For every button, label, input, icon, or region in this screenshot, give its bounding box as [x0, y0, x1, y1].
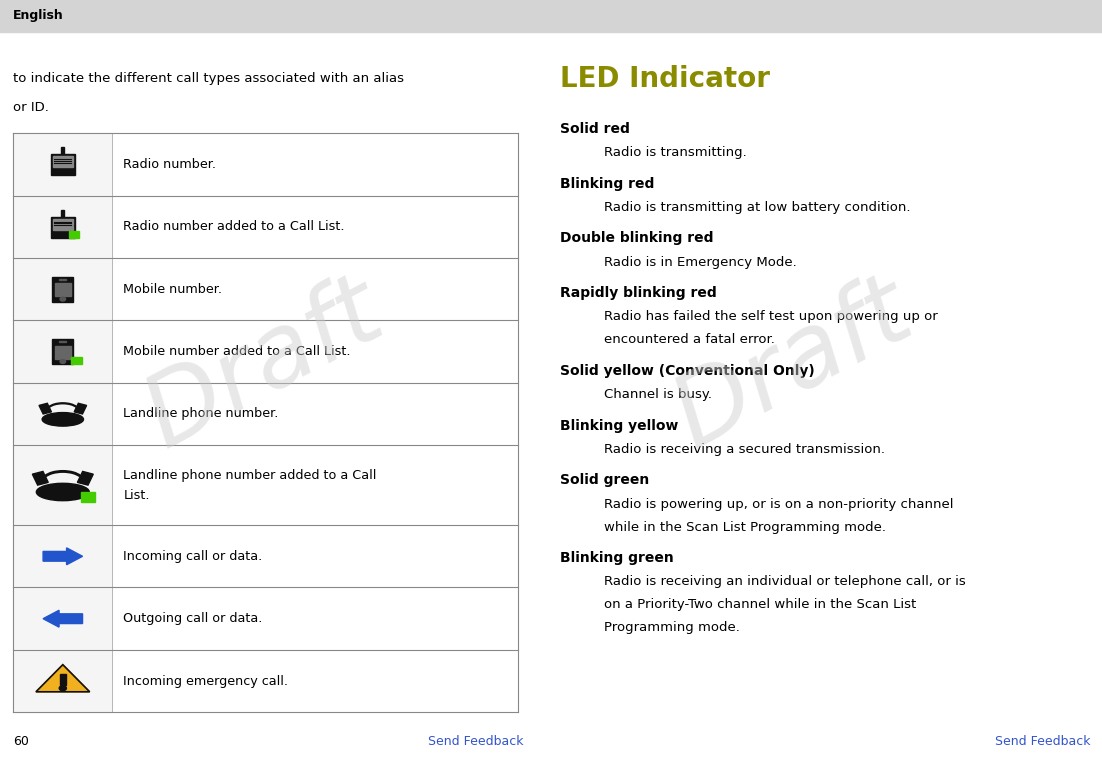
Bar: [13, 587, 518, 650]
Text: Radio is in Emergency Mode.: Radio is in Emergency Mode.: [604, 256, 797, 269]
Bar: [13, 133, 112, 196]
Bar: [13, 445, 518, 525]
Text: Double blinking red: Double blinking red: [560, 231, 713, 245]
Text: Solid green: Solid green: [560, 473, 649, 487]
Bar: [55, 345, 71, 358]
Bar: [13, 525, 518, 587]
Text: Send Feedback: Send Feedback: [995, 735, 1091, 749]
Bar: [51, 217, 75, 238]
Text: Solid yellow (Conventional Only): Solid yellow (Conventional Only): [560, 364, 814, 377]
Polygon shape: [77, 471, 94, 486]
Text: Landline phone number.: Landline phone number.: [123, 407, 279, 421]
Text: Radio is receiving a secured transmission.: Radio is receiving a secured transmissio…: [604, 443, 885, 456]
Text: Radio is transmitting.: Radio is transmitting.: [604, 146, 747, 159]
Bar: [53, 339, 73, 364]
Bar: [53, 277, 73, 301]
Text: while in the Scan List Programming mode.: while in the Scan List Programming mode.: [604, 521, 886, 533]
Text: Blinking green: Blinking green: [560, 551, 673, 565]
Text: List.: List.: [123, 489, 150, 501]
FancyArrow shape: [43, 610, 83, 627]
Bar: [53, 164, 73, 167]
Bar: [53, 219, 73, 225]
Bar: [53, 157, 73, 163]
Text: Draft: Draft: [130, 263, 399, 468]
Polygon shape: [32, 471, 48, 486]
Text: Rapidly blinking red: Rapidly blinking red: [560, 286, 716, 300]
Bar: [13, 445, 112, 525]
Text: Programming mode.: Programming mode.: [604, 621, 739, 634]
Bar: [53, 226, 73, 230]
Text: LED Indicator: LED Indicator: [560, 65, 770, 93]
Text: Blinking red: Blinking red: [560, 177, 655, 190]
Text: Incoming call or data.: Incoming call or data.: [123, 549, 262, 563]
Bar: [13, 320, 112, 383]
Bar: [13, 133, 518, 196]
Text: Radio is receiving an individual or telephone call, or is: Radio is receiving an individual or tele…: [604, 575, 965, 588]
FancyArrow shape: [43, 548, 83, 565]
Bar: [61, 210, 64, 217]
Text: Mobile number.: Mobile number.: [123, 282, 223, 296]
Text: Radio number added to a Call List.: Radio number added to a Call List.: [123, 220, 345, 234]
Text: encountered a fatal error.: encountered a fatal error.: [604, 333, 775, 346]
Bar: [13, 525, 112, 587]
Bar: [60, 674, 66, 685]
Circle shape: [60, 686, 66, 691]
Bar: [13, 650, 518, 712]
Polygon shape: [39, 403, 52, 414]
Bar: [13, 383, 518, 445]
Text: English: English: [13, 9, 64, 23]
Circle shape: [60, 298, 66, 301]
Text: Landline phone number added to a Call: Landline phone number added to a Call: [123, 469, 377, 482]
Text: Blinking yellow: Blinking yellow: [560, 419, 678, 432]
Text: Draft: Draft: [659, 263, 928, 468]
Bar: [13, 258, 112, 320]
Text: Send Feedback: Send Feedback: [428, 735, 523, 749]
Bar: [0, 0, 1102, 32]
Bar: [68, 231, 79, 238]
Bar: [13, 196, 112, 258]
Circle shape: [60, 360, 66, 364]
Bar: [60, 341, 66, 342]
Bar: [55, 283, 71, 296]
Text: Solid red: Solid red: [560, 122, 629, 135]
Bar: [61, 148, 64, 154]
Text: Channel is busy.: Channel is busy.: [604, 388, 712, 401]
Bar: [13, 320, 518, 383]
Bar: [72, 357, 82, 364]
Bar: [13, 258, 518, 320]
Text: Mobile number added to a Call List.: Mobile number added to a Call List.: [123, 345, 350, 358]
Bar: [13, 587, 112, 650]
Text: Outgoing call or data.: Outgoing call or data.: [123, 612, 262, 626]
Text: Radio is transmitting at low battery condition.: Radio is transmitting at low battery con…: [604, 201, 910, 214]
Text: or ID.: or ID.: [13, 101, 50, 114]
Bar: [51, 154, 75, 176]
Bar: [13, 650, 112, 712]
Bar: [13, 383, 112, 445]
Ellipse shape: [36, 483, 89, 501]
Bar: [60, 279, 66, 280]
Text: Radio number.: Radio number.: [123, 158, 216, 171]
Text: on a Priority-Two channel while in the Scan List: on a Priority-Two channel while in the S…: [604, 598, 916, 611]
Polygon shape: [36, 664, 89, 692]
Text: Incoming emergency call.: Incoming emergency call.: [123, 674, 289, 688]
Text: to indicate the different call types associated with an alias: to indicate the different call types ass…: [13, 72, 404, 85]
Text: Radio is powering up, or is on a non-priority channel: Radio is powering up, or is on a non-pri…: [604, 498, 953, 511]
Bar: [13, 196, 518, 258]
Text: Radio has failed the self test upon powering up or: Radio has failed the self test upon powe…: [604, 310, 938, 323]
Ellipse shape: [42, 412, 84, 426]
Polygon shape: [74, 403, 87, 414]
Text: 60: 60: [13, 735, 29, 749]
Bar: [82, 492, 95, 501]
